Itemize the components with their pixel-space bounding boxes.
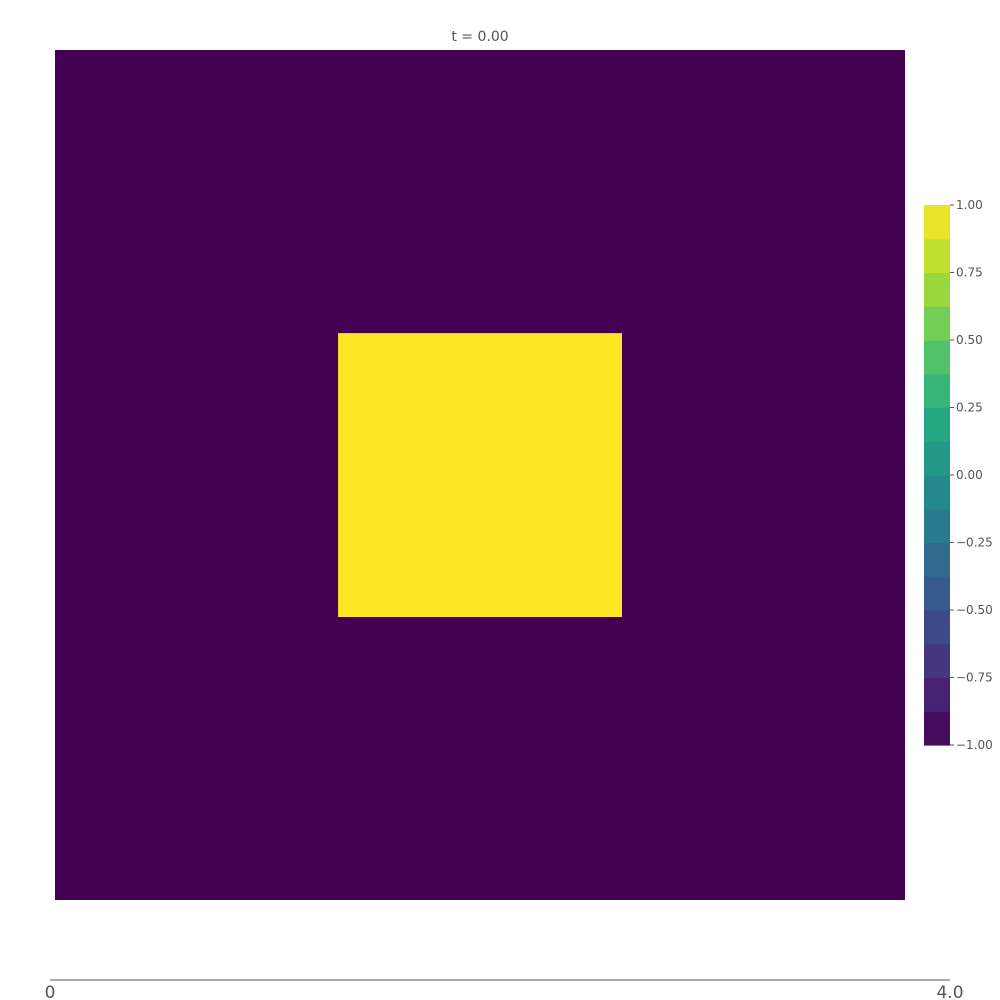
time-slider[interactable]: 0 4.0: [45, 980, 964, 1000]
colorbar-tick-label: 1.00: [956, 198, 983, 212]
chart-title: t = 0.00: [451, 29, 508, 45]
colorbar-band: [924, 543, 950, 577]
colorbar-tick-label: 0.50: [956, 333, 983, 347]
colorbar-band: [924, 509, 950, 543]
colorbar-band: [924, 273, 950, 307]
colorbar-tick-label: −0.25: [956, 536, 993, 550]
colorbar-band: [924, 239, 950, 273]
colorbar-band: [924, 576, 950, 610]
colorbar-band: [924, 408, 950, 442]
heatmap-plot: [55, 50, 905, 900]
colorbar-tick-label: 0.00: [956, 468, 983, 482]
colorbar-tick-label: −0.50: [956, 603, 993, 617]
colorbar-band: [924, 374, 950, 408]
colorbar-tick-label: 0.25: [956, 401, 983, 415]
colorbar-band: [924, 610, 950, 644]
colorbar-tick-label: −1.00: [956, 738, 993, 752]
colorbar-band: [924, 711, 950, 745]
slider-min-label: 0: [45, 983, 56, 1000]
colorbar: 1.00 0.75 0.50 0.25 0.00 −0.25 −0.50 −0.75 −1.00: [924, 198, 993, 752]
colorbar-band: [924, 441, 950, 475]
colorbar-band: [924, 678, 950, 712]
colorbar-tick-label: −0.75: [956, 671, 993, 685]
colorbar-band: [924, 475, 950, 509]
colorbar-band: [924, 306, 950, 340]
colorbar-band: [924, 340, 950, 374]
colorbar-band: [924, 644, 950, 678]
colorbar-band: [924, 205, 950, 239]
heatmap-square-region: [338, 333, 622, 617]
colorbar-tick-label: 0.75: [956, 266, 983, 280]
slider-max-label: 4.0: [936, 983, 963, 1000]
